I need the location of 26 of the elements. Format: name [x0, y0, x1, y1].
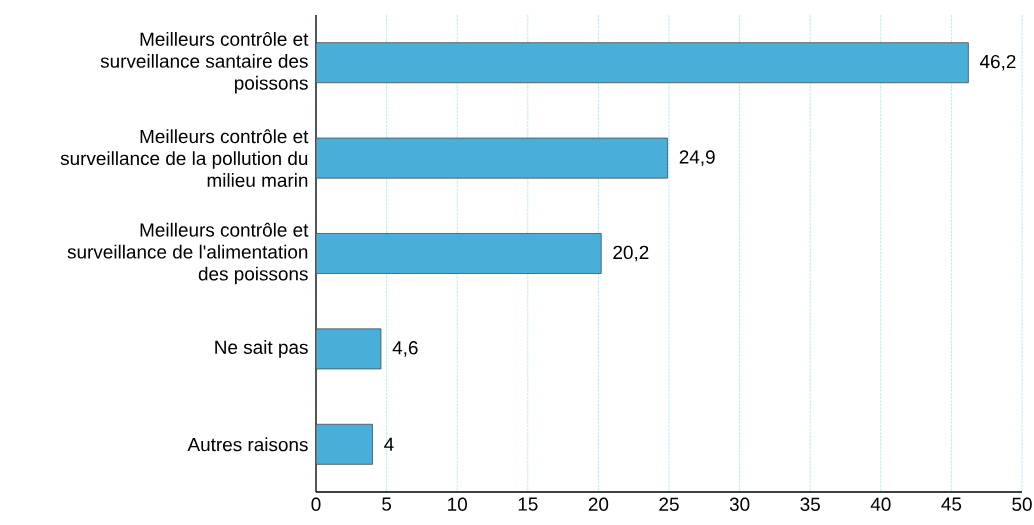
x-tick-label: 50	[1012, 497, 1032, 511]
data-label: 4	[384, 437, 394, 451]
data-label: 24,9	[679, 150, 715, 166]
x-tick-label: 15	[518, 497, 538, 511]
x-tick-label: 35	[800, 497, 820, 511]
x-tick-label: 20	[588, 497, 609, 511]
x-tick-label: 10	[448, 497, 467, 511]
y-tick-label: Autres raisons	[187, 437, 308, 452]
y-tick-label: Meilleurs contrôle et surveillance de la pollution du milieu marin	[60, 129, 309, 188]
bar	[315, 42, 969, 84]
x-tick-label: 45	[941, 497, 962, 511]
x-tick-label: 5	[382, 497, 392, 511]
bar	[315, 233, 602, 274]
y-tick-label: Meilleurs contrôle et surveillance santaire des poissons	[100, 31, 309, 94]
y-tick-label: Ne sait pas	[215, 340, 308, 358]
data-label: 4,6	[392, 341, 418, 357]
bar	[315, 423, 373, 465]
x-tick-label: 25	[659, 497, 679, 511]
bar	[315, 137, 668, 179]
y-tick-label: Meilleurs contrôle et surveillance de l'alimentation des poissons	[67, 222, 309, 285]
data-label: 20,2	[613, 245, 649, 262]
x-tick-label: 40	[870, 497, 891, 511]
x-tick-label: 0	[311, 497, 321, 511]
bar	[315, 328, 382, 370]
data-label: 46,2	[979, 54, 1016, 71]
x-tick-label: 30	[729, 497, 750, 511]
